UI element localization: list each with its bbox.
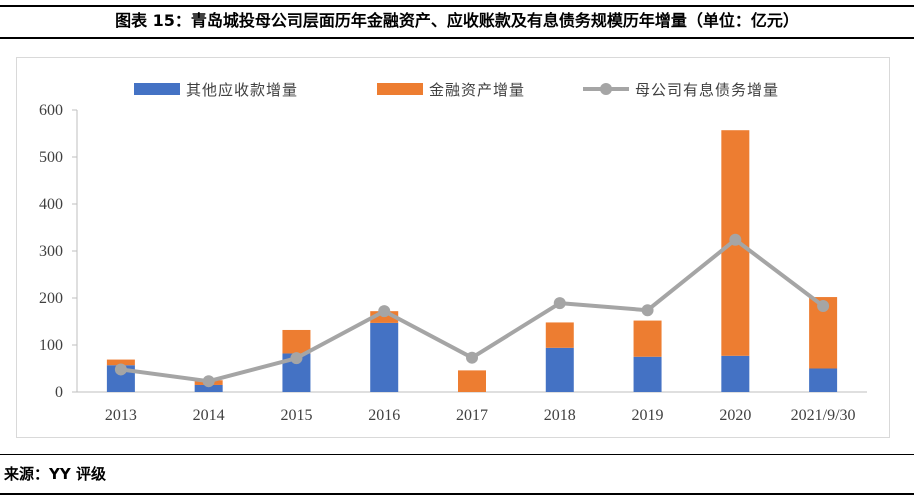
x-tick-label: 2017 <box>456 407 488 424</box>
stacked-bar-line-chart: 0 100 200 300 400 500 600 2013 2014 2015 2016 2017 2… <box>39 81 867 424</box>
y-tick-label: 500 <box>39 149 63 166</box>
legend-other-receivables-label: 其他应收款增量 <box>186 81 298 99</box>
bar-other-receivables <box>809 368 838 392</box>
legend-debt-increment-label: 母公司有息债务增量 <box>635 81 779 99</box>
x-tick-label: 2018 <box>544 407 576 424</box>
bar-other-receivables <box>545 347 574 392</box>
x-tick-label: 2016 <box>368 407 400 424</box>
line-point-debt-increment <box>641 304 654 317</box>
footer-rule <box>0 493 914 495</box>
y-tick-label: 300 <box>39 243 63 260</box>
x-tick-label: 2013 <box>105 407 137 424</box>
line-point-debt-increment <box>817 299 830 312</box>
bar-financial-assets <box>545 322 574 348</box>
bar-financial-assets <box>282 329 311 354</box>
x-tick-label: 2020 <box>719 407 751 424</box>
legend-financial-assets-label: 金融资产增量 <box>429 81 525 99</box>
x-tick-label: 2015 <box>280 407 312 424</box>
bar-other-receivables <box>194 384 223 392</box>
line-point-debt-increment <box>290 352 303 365</box>
bar-other-receivables <box>721 355 750 392</box>
y-tick-label: 600 <box>39 102 63 119</box>
x-tick-label: 2019 <box>632 407 664 424</box>
bar-other-receivables <box>633 356 662 392</box>
source-note: 来源：YY 评级 <box>4 465 106 483</box>
figure-title: 图表 15：青岛城投母公司层面历年金融资产、应收账款及有息债务规模历年增量（单位… <box>115 11 799 30</box>
line-point-debt-increment <box>553 297 566 310</box>
line-point-debt-increment <box>202 375 215 388</box>
y-tick-label: 400 <box>39 196 63 213</box>
y-tick-label: 200 <box>39 290 63 307</box>
line-point-debt-increment <box>114 363 127 376</box>
line-point-debt-increment <box>729 233 742 246</box>
chart-frame: 0 100 200 300 400 500 600 2013 2014 2015 2016 2017 2… <box>16 57 890 438</box>
title-rule <box>0 37 914 39</box>
legend-financial-assets-swatch <box>377 83 423 95</box>
bar-financial-assets <box>106 359 135 366</box>
y-tick-label: 100 <box>39 337 63 354</box>
y-tick-label: 0 <box>55 384 63 401</box>
legend-debt-increment-swatch-marker <box>600 83 612 95</box>
bar-financial-assets <box>633 320 662 357</box>
legend-other-receivables-swatch <box>134 83 180 95</box>
bar-other-receivables <box>370 322 399 392</box>
top-rule <box>0 5 914 7</box>
line-point-debt-increment <box>378 305 391 318</box>
x-tick-label: 2021/9/30 <box>791 407 856 424</box>
bottom-rule <box>0 454 914 455</box>
line-point-debt-increment <box>466 351 478 364</box>
x-tick-label: 2014 <box>193 407 225 424</box>
bar-financial-assets <box>458 370 486 392</box>
